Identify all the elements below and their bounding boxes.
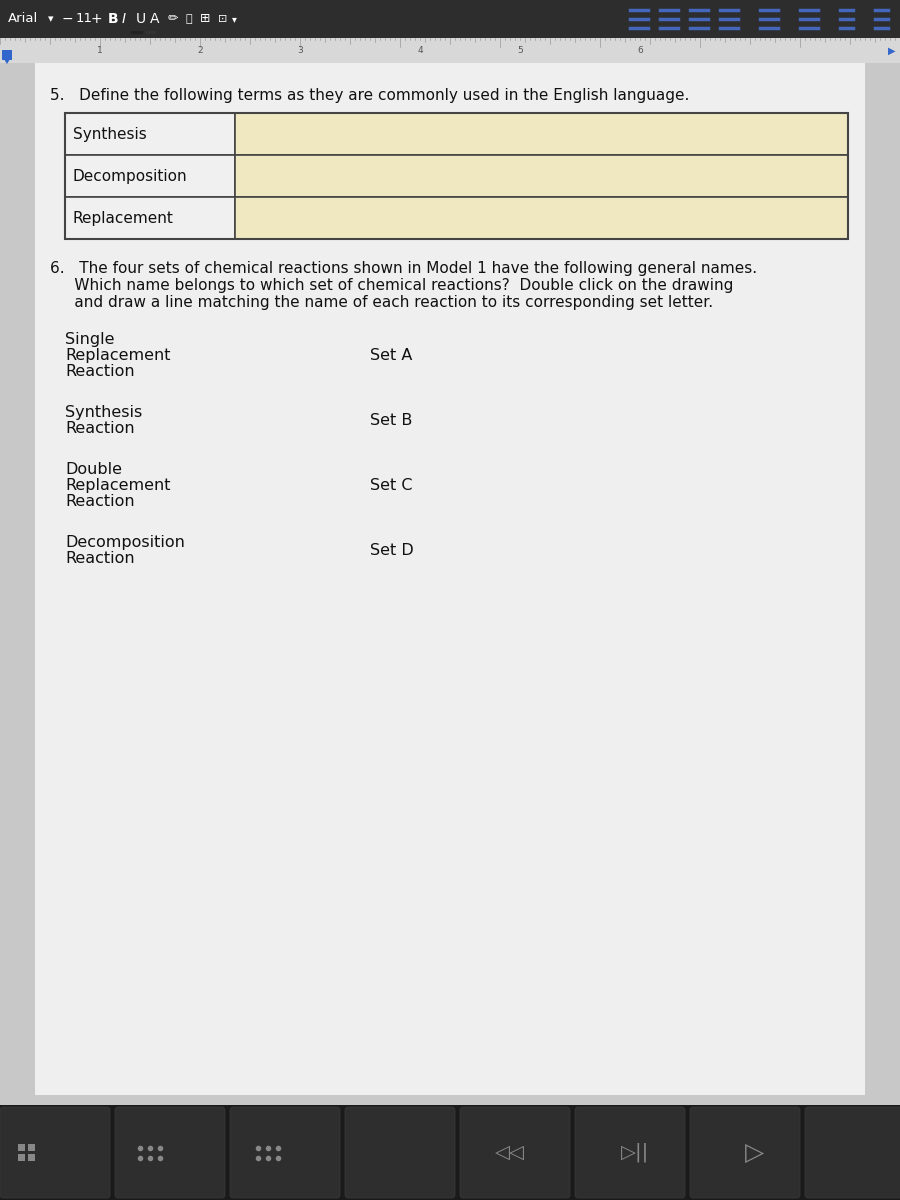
Text: Set B: Set B bbox=[370, 413, 412, 428]
FancyBboxPatch shape bbox=[805, 1106, 900, 1198]
Text: ▷: ▷ bbox=[745, 1140, 765, 1164]
Text: Decomposition: Decomposition bbox=[73, 168, 187, 184]
Text: ⊞: ⊞ bbox=[200, 12, 211, 25]
Text: +: + bbox=[90, 12, 102, 26]
Text: 6: 6 bbox=[637, 46, 643, 55]
Text: I: I bbox=[122, 12, 126, 26]
Text: −: − bbox=[62, 12, 74, 26]
Text: U: U bbox=[136, 12, 146, 26]
Text: Decomposition: Decomposition bbox=[65, 535, 184, 550]
Text: 2: 2 bbox=[197, 46, 202, 55]
Text: Set C: Set C bbox=[370, 478, 412, 493]
FancyBboxPatch shape bbox=[460, 1106, 570, 1198]
Text: ✏: ✏ bbox=[168, 12, 178, 25]
Bar bbox=[146, 31, 156, 34]
Bar bbox=[235, 113, 848, 155]
Bar bbox=[65, 197, 235, 239]
Text: 6.   The four sets of chemical reactions shown in Model 1 have the following gen: 6. The four sets of chemical reactions s… bbox=[50, 260, 757, 276]
Text: Set A: Set A bbox=[370, 348, 412, 362]
FancyBboxPatch shape bbox=[690, 1106, 800, 1198]
Text: Synthesis: Synthesis bbox=[73, 126, 147, 142]
Text: Set D: Set D bbox=[370, 542, 414, 558]
FancyBboxPatch shape bbox=[575, 1106, 685, 1198]
Bar bbox=[235, 197, 848, 239]
FancyBboxPatch shape bbox=[115, 1106, 225, 1198]
Text: Double: Double bbox=[65, 462, 122, 476]
Text: 3: 3 bbox=[297, 46, 303, 55]
Text: 4: 4 bbox=[418, 46, 423, 55]
Bar bbox=[235, 155, 848, 197]
Text: Single: Single bbox=[65, 332, 114, 347]
Bar bbox=[28, 1144, 35, 1151]
Text: and draw a line matching the name of each reaction to its corresponding set lett: and draw a line matching the name of eac… bbox=[50, 295, 713, 310]
FancyBboxPatch shape bbox=[0, 1106, 110, 1198]
Text: ▷||: ▷|| bbox=[621, 1142, 649, 1163]
Bar bbox=[18, 1153, 25, 1160]
Text: ▶: ▶ bbox=[888, 46, 896, 55]
Text: Replacement: Replacement bbox=[65, 348, 170, 362]
Text: ⊡: ⊡ bbox=[218, 14, 228, 24]
Text: ▾: ▾ bbox=[232, 14, 237, 24]
Bar bbox=[0, 38, 900, 62]
Text: Replacement: Replacement bbox=[65, 478, 170, 493]
Bar bbox=[28, 1153, 35, 1160]
Text: 5: 5 bbox=[518, 46, 523, 55]
Text: Reaction: Reaction bbox=[65, 551, 135, 566]
Text: B: B bbox=[108, 12, 119, 26]
Text: Reaction: Reaction bbox=[65, 494, 135, 509]
Text: Which name belongs to which set of chemical reactions?  Double click on the draw: Which name belongs to which set of chemi… bbox=[50, 278, 733, 293]
Text: Reaction: Reaction bbox=[65, 364, 135, 379]
Text: 1: 1 bbox=[97, 46, 103, 55]
Polygon shape bbox=[2, 56, 12, 64]
Bar bbox=[2, 50, 12, 60]
Text: Replacement: Replacement bbox=[73, 210, 174, 226]
Text: 5.   Define the following terms as they are commonly used in the English languag: 5. Define the following terms as they ar… bbox=[50, 88, 689, 103]
Text: Synthesis: Synthesis bbox=[65, 404, 142, 420]
Bar bbox=[35, 62, 865, 1094]
Text: 11: 11 bbox=[76, 12, 93, 25]
FancyBboxPatch shape bbox=[230, 1106, 340, 1198]
Text: Arial: Arial bbox=[8, 12, 38, 25]
Bar bbox=[65, 113, 235, 155]
Bar bbox=[0, 1105, 900, 1200]
Bar bbox=[131, 31, 143, 34]
Bar bbox=[65, 113, 848, 239]
Bar bbox=[0, 0, 900, 38]
FancyBboxPatch shape bbox=[345, 1106, 455, 1198]
Text: Reaction: Reaction bbox=[65, 421, 135, 436]
Text: A: A bbox=[150, 12, 159, 26]
Text: ▾: ▾ bbox=[48, 14, 54, 24]
Text: ◁◁: ◁◁ bbox=[495, 1142, 525, 1162]
Text: ⛓: ⛓ bbox=[185, 14, 192, 24]
Bar bbox=[18, 1144, 25, 1151]
Bar bbox=[65, 155, 235, 197]
